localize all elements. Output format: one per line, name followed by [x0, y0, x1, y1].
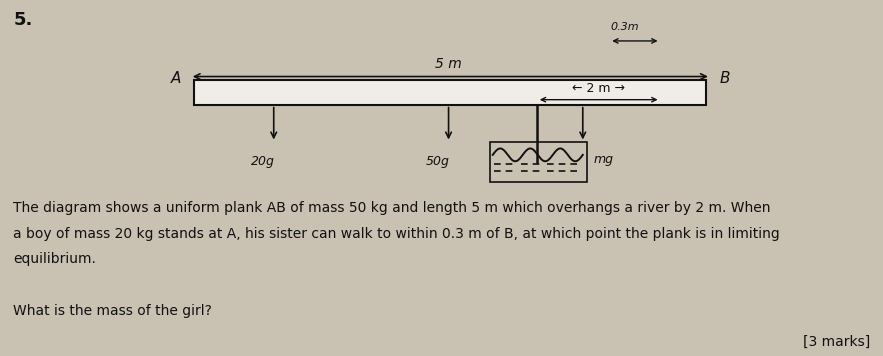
Text: The diagram shows a uniform plank AB of mass 50 kg and length 5 m which overhang: The diagram shows a uniform plank AB of … — [13, 201, 771, 215]
Text: B: B — [720, 71, 730, 86]
Text: 5 m: 5 m — [435, 57, 462, 71]
Text: ← 2 m →: ← 2 m → — [572, 82, 625, 95]
Bar — [490, 142, 587, 182]
Text: a boy of mass 20 kg stands at A, his sister can walk to within 0.3 m of B, at wh: a boy of mass 20 kg stands at A, his sis… — [13, 227, 780, 241]
Text: 0.3m: 0.3m — [611, 22, 639, 32]
Text: What is the mass of the girl?: What is the mass of the girl? — [13, 304, 212, 318]
Text: mg: mg — [593, 153, 614, 166]
Text: 20g: 20g — [251, 155, 275, 168]
Bar — [194, 80, 706, 105]
Text: [3 marks]: [3 marks] — [803, 335, 870, 349]
Text: 5.: 5. — [13, 11, 33, 29]
Text: equilibrium.: equilibrium. — [13, 252, 96, 266]
Text: 50g: 50g — [426, 155, 450, 168]
Text: A: A — [170, 71, 181, 86]
